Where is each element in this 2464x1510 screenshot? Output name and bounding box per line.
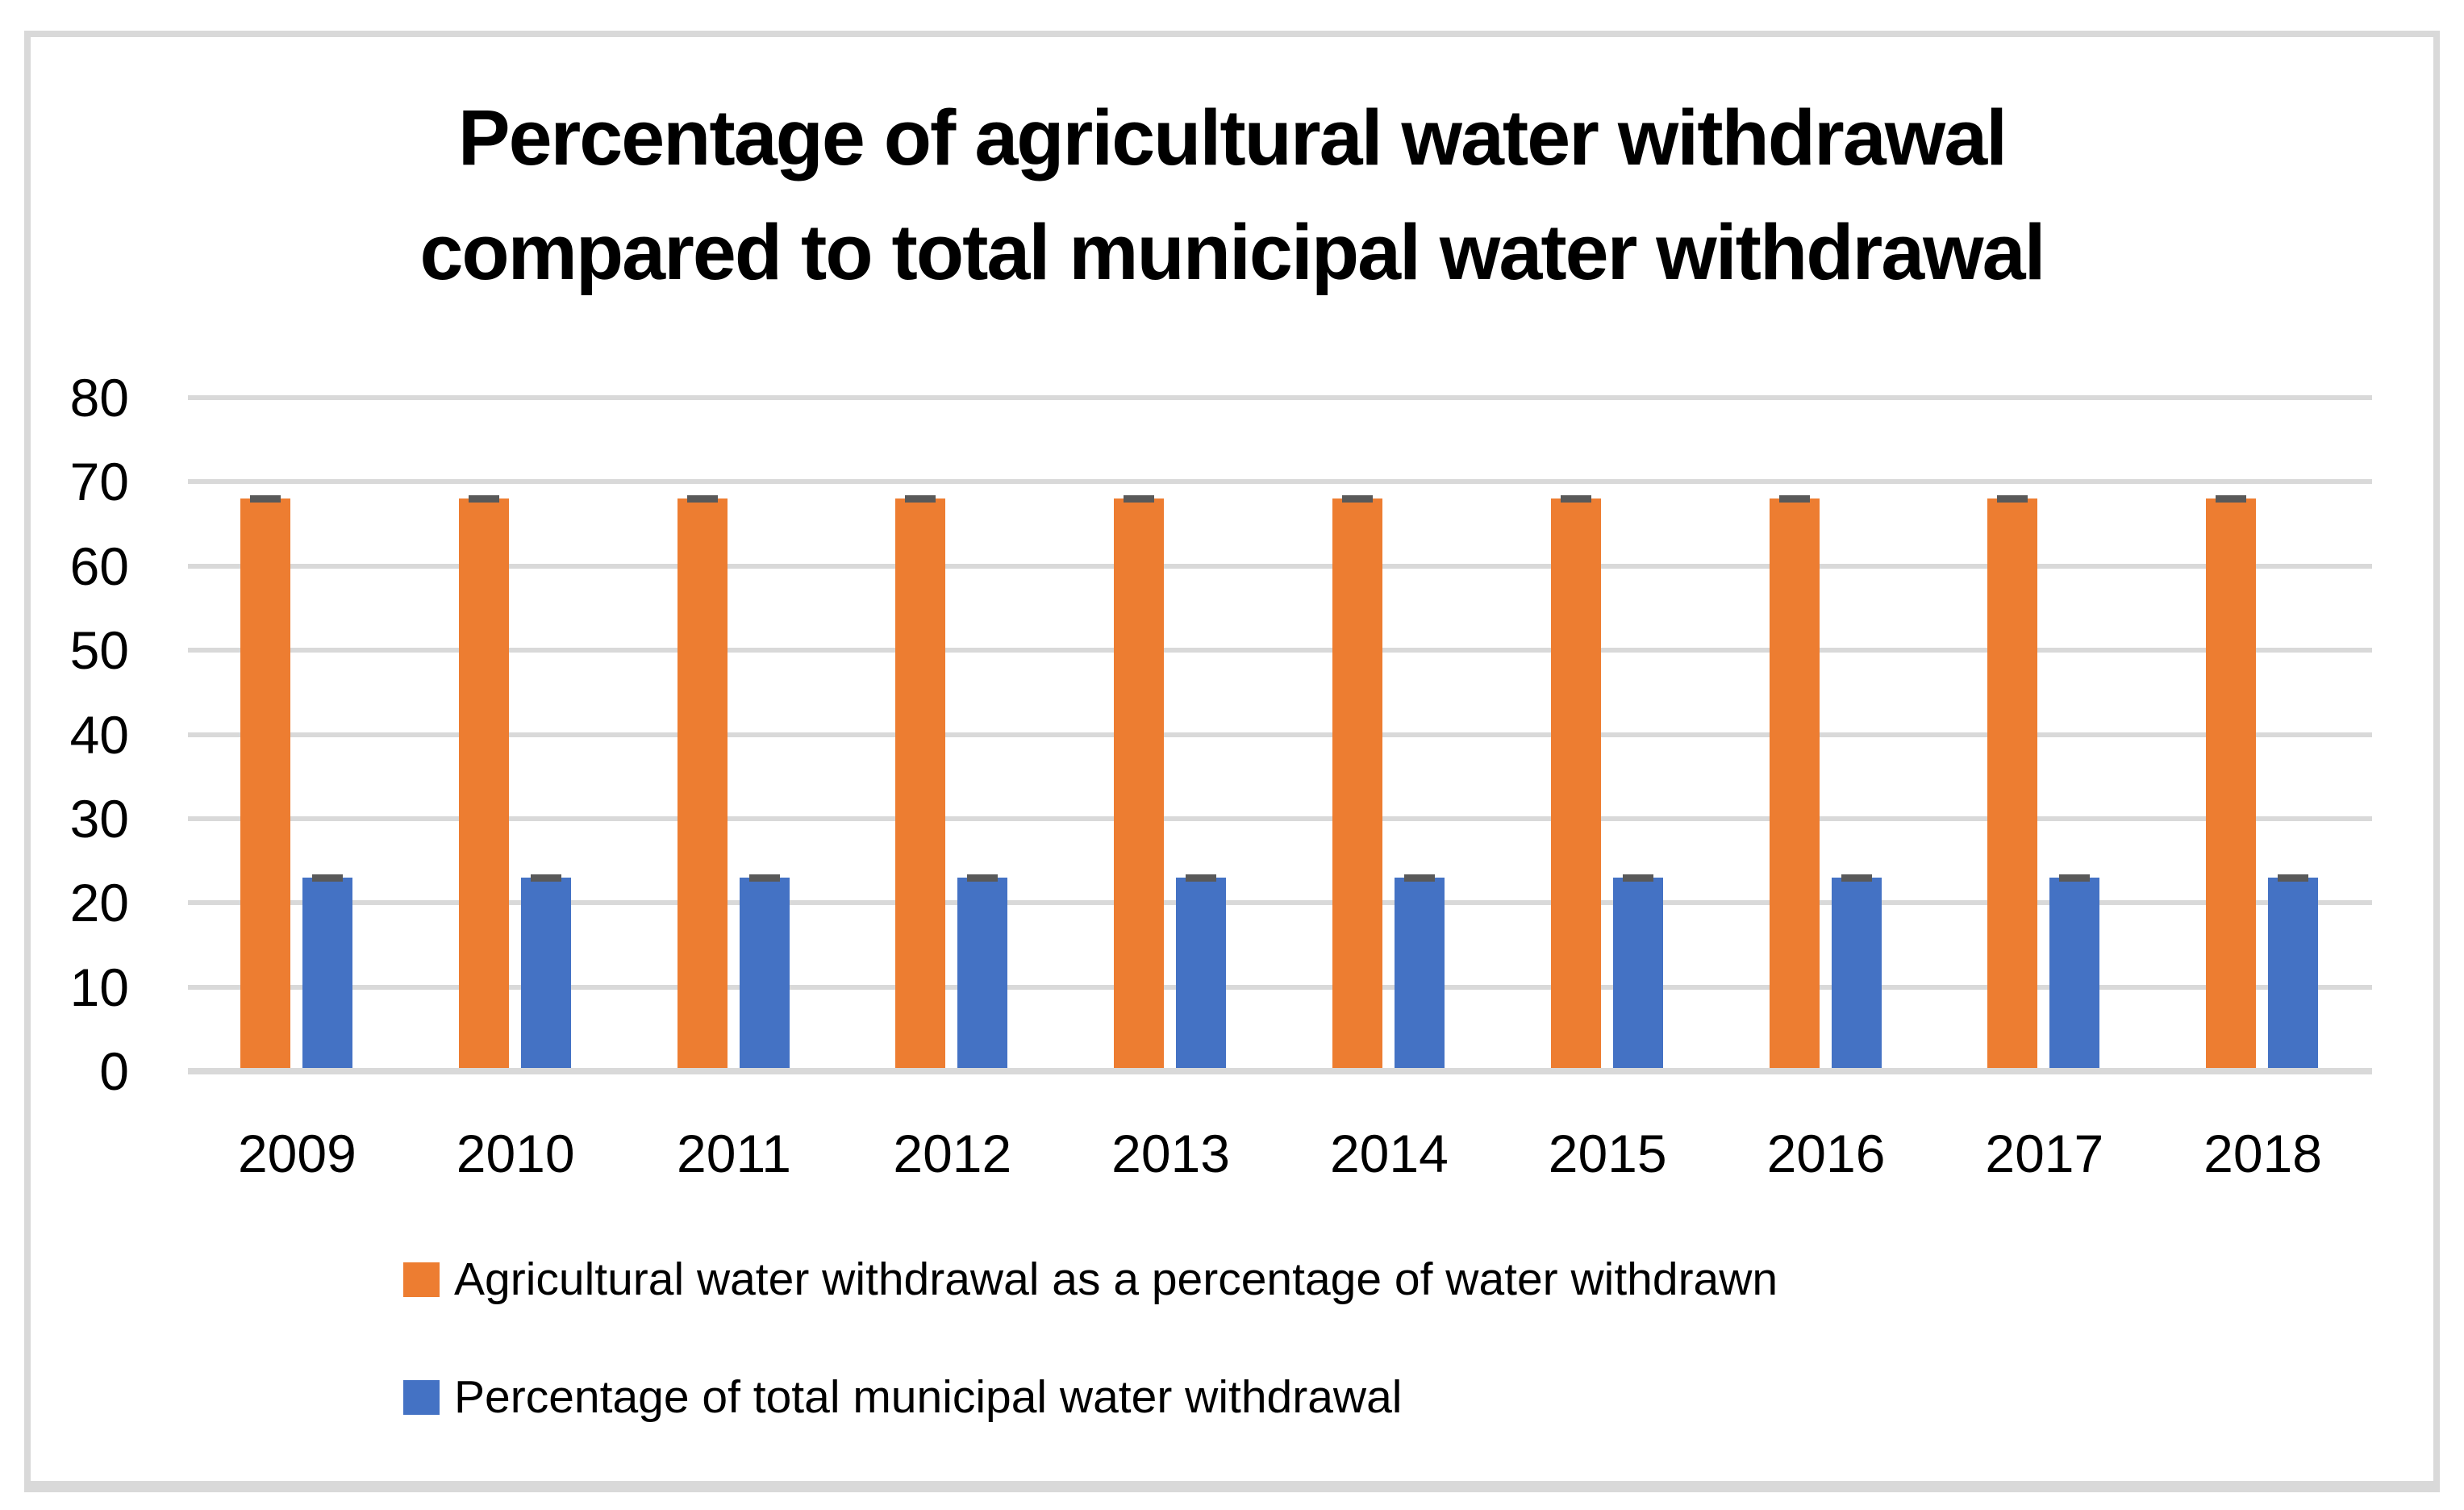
x-tick-label: 2014 <box>1329 1124 1449 1183</box>
bar-municipal <box>2049 878 2100 1068</box>
error-bar-cap <box>1124 495 1155 503</box>
error-bar-cap <box>468 495 499 503</box>
y-tick-label: 10 <box>69 957 129 1017</box>
y-tick-label: 60 <box>69 536 129 596</box>
y-tick-label: 30 <box>69 788 129 849</box>
bar-agricultural <box>895 498 946 1068</box>
legend: Agricultural water withdrawal as a perce… <box>403 1255 1778 1491</box>
x-axis-line <box>188 1068 2372 1074</box>
error-bar-cap <box>2216 495 2247 503</box>
error-bar-cap <box>686 495 718 503</box>
y-tick-label: 80 <box>69 368 129 428</box>
error-bar-cap <box>312 874 343 882</box>
legend-swatch-agricultural <box>403 1262 440 1297</box>
error-bar-cap <box>250 495 281 503</box>
x-tick-label: 2009 <box>237 1124 356 1183</box>
x-tick-label: 2016 <box>1766 1124 1886 1183</box>
chart-title-line-1: Percentage of agricultural water withdra… <box>457 94 2007 181</box>
bar-agricultural <box>1987 498 2038 1068</box>
gridline <box>188 563 2372 569</box>
bar-municipal <box>1176 878 1227 1068</box>
legend-item: Percentage of total municipal water with… <box>403 1373 1778 1421</box>
gridline <box>188 479 2372 485</box>
x-tick-label: 2017 <box>1985 1124 2104 1183</box>
bar-municipal <box>2268 878 2319 1068</box>
bar-municipal <box>739 878 790 1068</box>
y-tick-label: 70 <box>69 452 129 512</box>
x-tick-label: 2010 <box>456 1124 575 1183</box>
bar-agricultural <box>677 498 728 1068</box>
error-bar-cap <box>1342 495 1373 503</box>
gridline <box>188 984 2372 990</box>
y-tick-label: 20 <box>69 873 129 933</box>
y-tick-label: 0 <box>99 1041 129 1101</box>
x-tick-label: 2012 <box>893 1124 1012 1183</box>
gridline <box>188 648 2372 653</box>
chart-title-line-2: compared to total municipal water withdr… <box>419 207 2045 296</box>
gridline <box>188 815 2372 821</box>
error-bar-cap <box>2059 874 2091 882</box>
bar-municipal <box>520 878 571 1068</box>
y-tick-label: 50 <box>69 620 129 681</box>
gridline <box>188 395 2372 400</box>
bar-agricultural <box>2206 498 2257 1068</box>
error-bar-cap <box>2278 874 2309 882</box>
error-bar-cap <box>1622 874 1653 882</box>
error-bar-cap <box>1404 874 1435 882</box>
bar-agricultural <box>458 498 509 1068</box>
error-bar-cap <box>1841 874 1872 882</box>
legend-swatch-municipal <box>403 1379 440 1415</box>
chart-title: Percentage of agricultural water withdra… <box>48 81 2416 309</box>
x-tick-label: 2011 <box>677 1124 791 1183</box>
bar-municipal <box>957 878 1008 1068</box>
x-tick-label: 2013 <box>1111 1124 1230 1183</box>
error-bar-cap <box>748 874 780 882</box>
bar-agricultural <box>1114 498 1165 1068</box>
bar-agricultural <box>1332 498 1382 1068</box>
gridline <box>188 732 2372 737</box>
error-bar-cap <box>1778 495 1810 503</box>
legend-item: Agricultural water withdrawal as a perce… <box>403 1255 1778 1304</box>
error-bar-cap <box>905 495 936 503</box>
error-bar-cap <box>1186 874 1217 882</box>
bar-agricultural <box>240 498 290 1068</box>
x-tick-label: 2015 <box>1548 1124 1667 1183</box>
bar-municipal <box>1612 878 1663 1068</box>
error-bar-cap <box>1997 495 2028 503</box>
error-bar-cap <box>1560 495 1591 503</box>
bar-municipal <box>1831 878 1882 1068</box>
error-bar-cap <box>530 874 561 882</box>
bar-agricultural <box>1550 498 1601 1068</box>
gridline <box>188 900 2372 906</box>
legend-label: Percentage of total municipal water with… <box>454 1371 1403 1423</box>
error-bar-cap <box>967 874 999 882</box>
x-tick-label: 2018 <box>2203 1124 2322 1183</box>
bar-municipal <box>302 878 352 1068</box>
chart-border-frame <box>24 31 2440 1492</box>
bar-agricultural <box>1769 498 1820 1068</box>
bar-municipal <box>1395 878 1445 1068</box>
legend-label: Agricultural water withdrawal as a perce… <box>454 1253 1778 1305</box>
y-tick-label: 40 <box>69 704 129 765</box>
